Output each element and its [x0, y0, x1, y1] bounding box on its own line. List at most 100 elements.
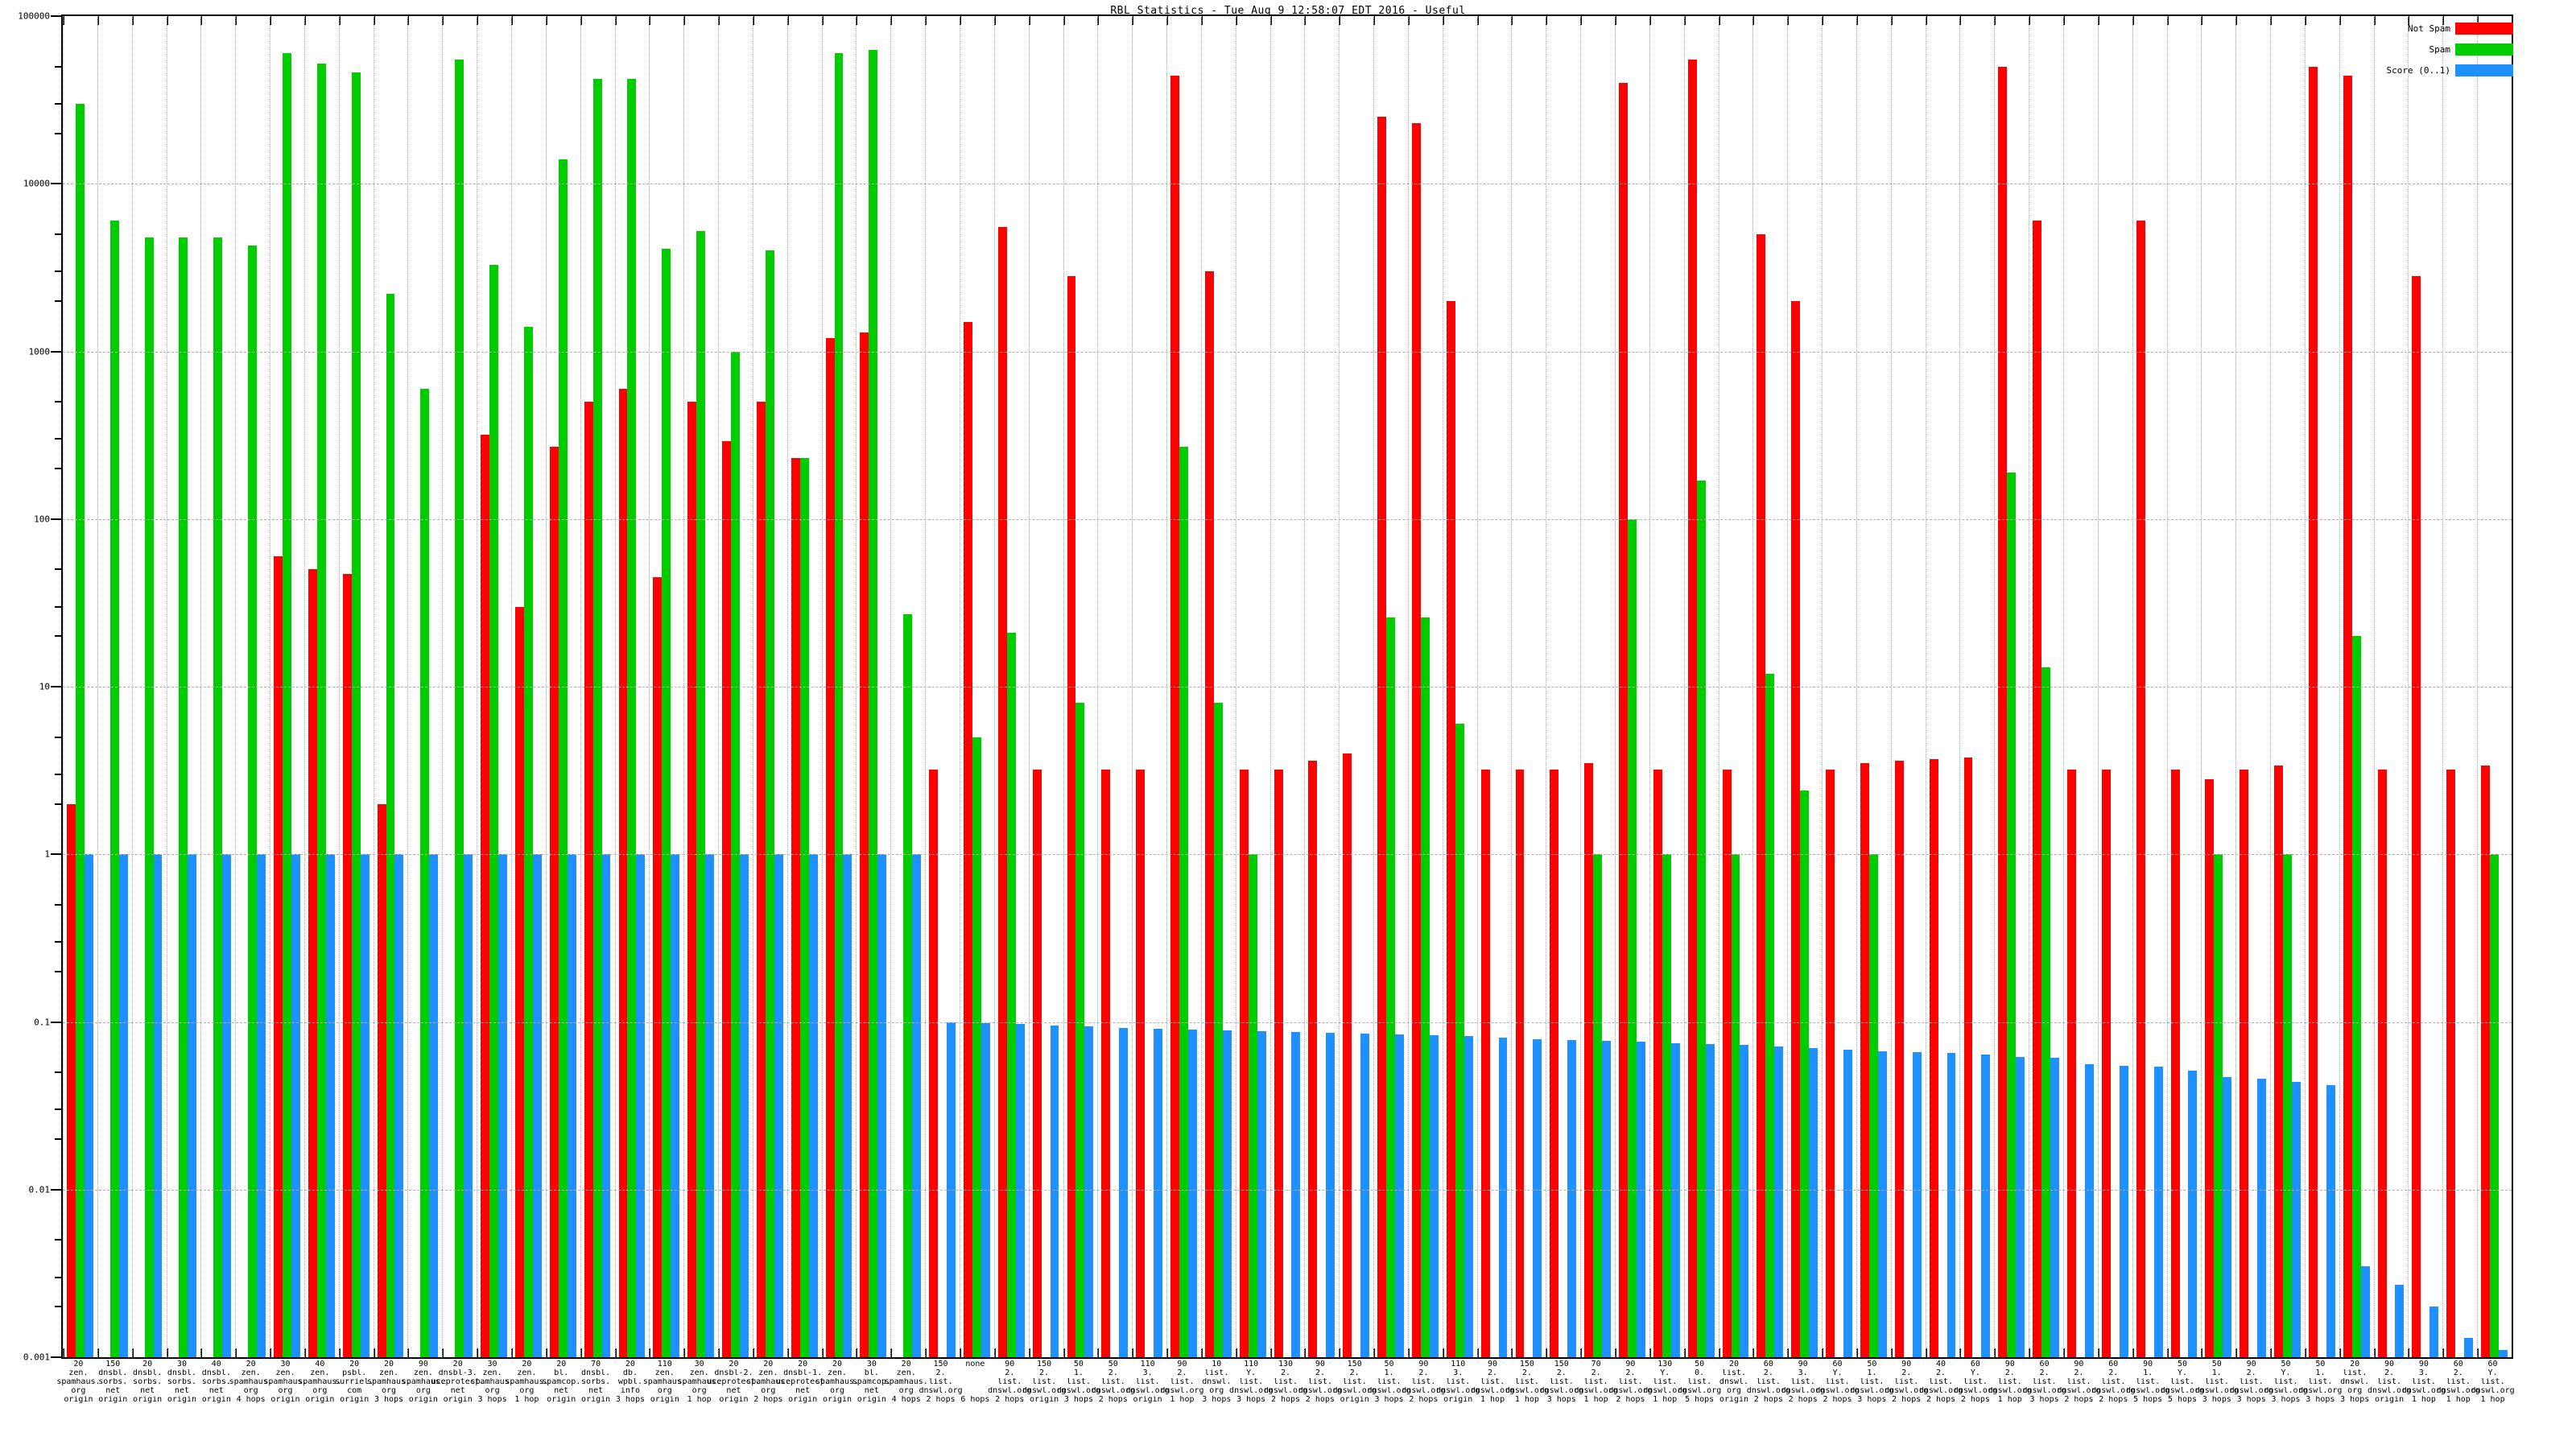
bar-group[interactable] [825, 16, 852, 1357]
score-bar[interactable] [2395, 1285, 2405, 1357]
not-spam-bar[interactable] [997, 227, 1007, 1357]
not-spam-bar[interactable] [1619, 82, 1628, 1357]
score-bar[interactable] [1843, 1050, 1852, 1357]
spam-bar[interactable] [2351, 636, 2361, 1357]
score-bar[interactable] [2153, 1067, 2163, 1357]
not-spam-bar[interactable] [481, 434, 490, 1357]
spam-bar[interactable] [1800, 791, 1810, 1357]
bar-group[interactable] [687, 16, 714, 1357]
not-spam-bar[interactable] [1411, 122, 1421, 1357]
bar-group[interactable] [894, 16, 922, 1357]
spam-bar[interactable] [420, 388, 430, 1357]
not-spam-bar[interactable] [342, 574, 352, 1357]
not-spam-bar[interactable] [1757, 233, 1766, 1357]
not-spam-bar[interactable] [1136, 770, 1146, 1357]
not-spam-bar[interactable] [308, 569, 317, 1357]
bar-group[interactable] [2067, 16, 2094, 1357]
spam-bar[interactable] [834, 53, 844, 1357]
bar-group[interactable] [653, 16, 680, 1357]
not-spam-bar[interactable] [1308, 761, 1318, 1357]
score-bar[interactable] [2326, 1084, 2335, 1357]
score-bar[interactable] [2291, 1081, 2301, 1357]
bar-group[interactable] [1860, 16, 1887, 1357]
bar-group[interactable] [136, 16, 163, 1357]
spam-bar[interactable] [1248, 854, 1257, 1357]
score-bar[interactable] [2050, 1058, 2059, 1357]
bar-group[interactable] [2205, 16, 2232, 1357]
not-spam-bar[interactable] [1239, 770, 1249, 1357]
not-spam-bar[interactable] [618, 388, 628, 1357]
spam-bar[interactable] [351, 72, 361, 1357]
not-spam-bar[interactable] [1653, 770, 1662, 1357]
bar-group[interactable] [1032, 16, 1059, 1357]
not-spam-bar[interactable] [1377, 117, 1387, 1357]
score-bar[interactable] [325, 854, 335, 1357]
bar-group[interactable] [67, 16, 93, 1357]
not-spam-bar[interactable] [515, 606, 524, 1357]
spam-bar[interactable] [489, 264, 499, 1357]
score-bar[interactable] [532, 854, 542, 1357]
bar-group[interactable] [377, 16, 404, 1357]
bar-group[interactable] [171, 16, 197, 1357]
spam-bar[interactable] [1455, 724, 1464, 1357]
score-bar[interactable] [877, 854, 887, 1357]
bar-group[interactable] [1550, 16, 1577, 1357]
score-bar[interactable] [360, 854, 369, 1357]
not-spam-bar[interactable] [1480, 770, 1490, 1357]
spam-bar[interactable] [799, 458, 809, 1357]
not-spam-bar[interactable] [1204, 271, 1214, 1357]
score-bar[interactable] [2223, 1076, 2232, 1357]
bar-group[interactable] [1067, 16, 1094, 1357]
not-spam-bar[interactable] [1860, 762, 1869, 1357]
bar-group[interactable] [1377, 16, 1404, 1357]
score-bar[interactable] [671, 854, 680, 1357]
bar-group[interactable] [1998, 16, 2025, 1357]
bar-group[interactable] [515, 16, 542, 1357]
score-bar[interactable] [774, 854, 783, 1357]
not-spam-bar[interactable] [1274, 770, 1283, 1357]
not-spam-bar[interactable] [1826, 770, 1835, 1357]
bar-group[interactable] [1515, 16, 1542, 1357]
not-spam-bar[interactable] [377, 803, 386, 1357]
not-spam-bar[interactable] [756, 402, 766, 1357]
not-spam-bar[interactable] [2343, 76, 2352, 1357]
spam-bar[interactable] [455, 60, 464, 1357]
score-bar[interactable] [2119, 1065, 2128, 1357]
spam-bar[interactable] [903, 614, 913, 1357]
not-spam-bar[interactable] [274, 555, 283, 1357]
spam-bar[interactable] [662, 248, 671, 1357]
score-bar[interactable] [1705, 1043, 1715, 1357]
bar-group[interactable] [2377, 16, 2405, 1357]
bar-group[interactable] [2136, 16, 2163, 1357]
bar-group[interactable] [1826, 16, 1852, 1357]
spam-bar[interactable] [1765, 673, 1775, 1357]
bar-group[interactable] [1170, 16, 1197, 1357]
spam-bar[interactable] [1213, 703, 1223, 1357]
spam-bar[interactable] [765, 250, 774, 1357]
score-bar[interactable] [843, 854, 852, 1357]
score-bar[interactable] [1015, 1024, 1025, 1357]
score-bar[interactable] [2464, 1338, 2474, 1357]
not-spam-bar[interactable] [2033, 221, 2042, 1357]
not-spam-bar[interactable] [67, 803, 76, 1357]
not-spam-bar[interactable] [1963, 757, 1973, 1357]
bar-group[interactable] [549, 16, 576, 1357]
bar-group[interactable] [239, 16, 266, 1357]
score-bar[interactable] [2429, 1307, 2439, 1357]
score-bar[interactable] [1567, 1039, 1577, 1357]
not-spam-bar[interactable] [2481, 765, 2491, 1357]
spam-bar[interactable] [2283, 854, 2292, 1357]
bar-group[interactable] [860, 16, 887, 1357]
spam-bar[interactable] [1386, 617, 1395, 1357]
score-bar[interactable] [1981, 1054, 1991, 1357]
bar-group[interactable] [2170, 16, 2198, 1357]
spam-bar[interactable] [558, 159, 568, 1357]
not-spam-bar[interactable] [964, 321, 972, 1357]
score-bar[interactable] [1257, 1031, 1266, 1357]
not-spam-bar[interactable] [1584, 762, 1594, 1357]
score-bar[interactable] [1740, 1044, 1749, 1357]
bar-group[interactable] [2274, 16, 2301, 1357]
spam-bar[interactable] [2007, 472, 2017, 1357]
score-bar[interactable] [2084, 1063, 2094, 1357]
bar-group[interactable] [1722, 16, 1749, 1357]
